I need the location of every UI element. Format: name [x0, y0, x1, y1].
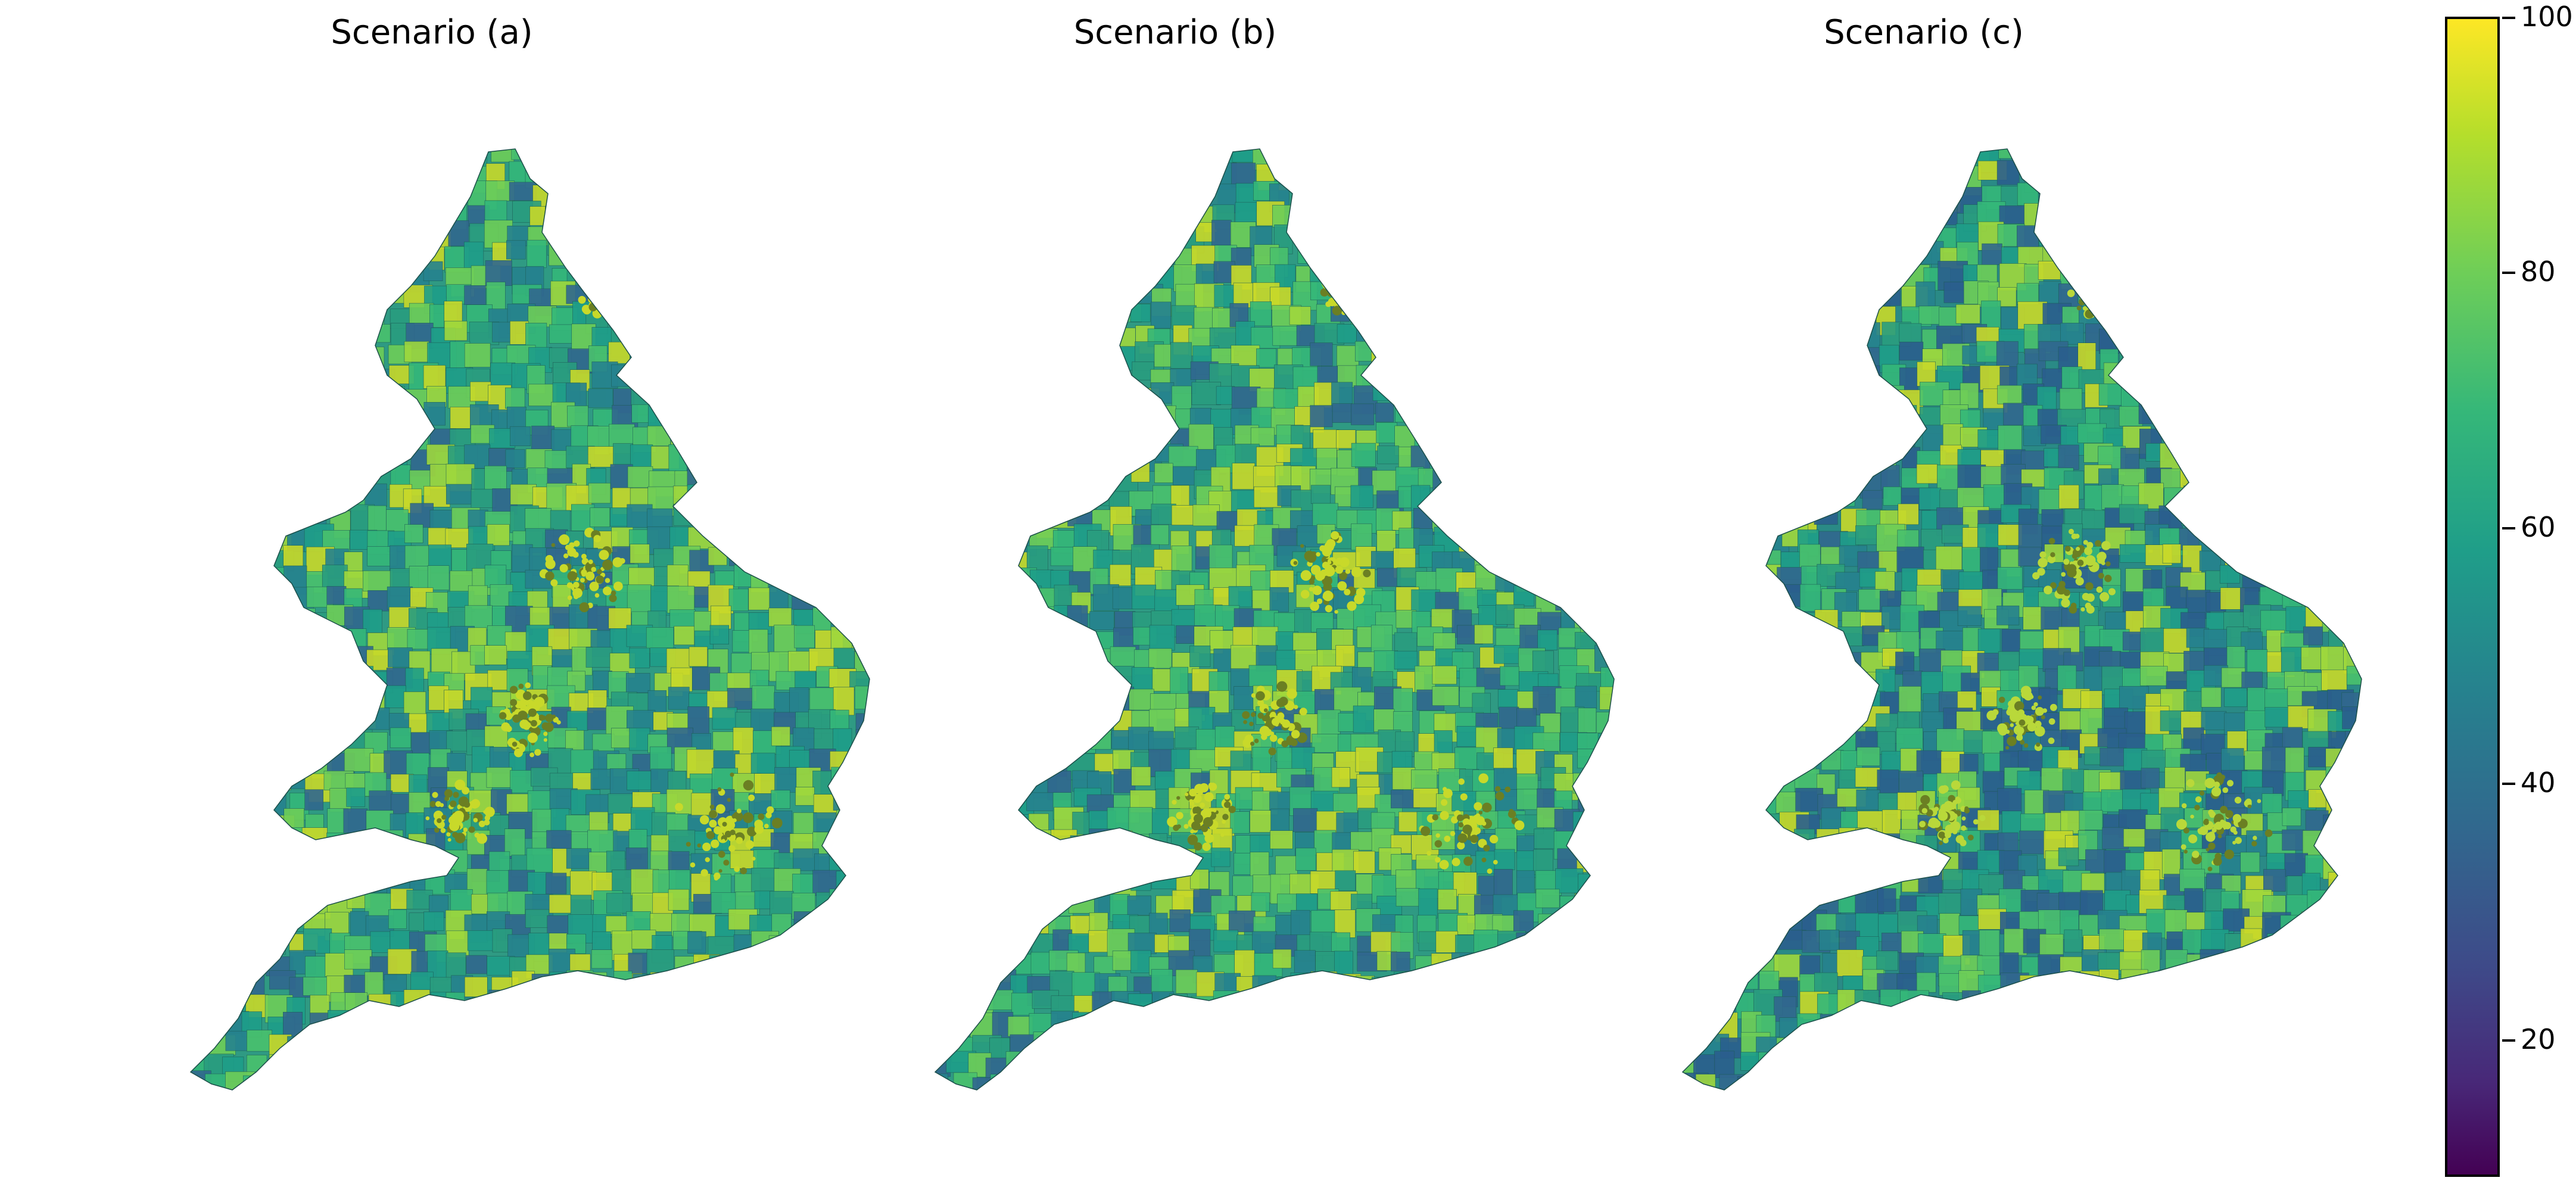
colorbar-tick	[2502, 17, 2515, 19]
panel-title-c: Scenario (c)	[1824, 13, 2024, 52]
region-mosaic	[1683, 149, 2362, 1090]
colorbar-tick-label: 100	[2521, 1, 2573, 33]
colorbar	[2445, 17, 2500, 1177]
england-wales-map-c	[1681, 148, 2362, 1091]
england-wales-map-b	[934, 148, 1615, 1091]
colorbar-tick	[2502, 783, 2515, 785]
colorbar-tick	[2502, 272, 2515, 274]
coastline	[1681, 148, 2362, 1091]
coastline	[934, 148, 1615, 1091]
colorbar-tick-label: 20	[2521, 1023, 2556, 1055]
map-scenario-b	[822, 95, 1632, 1108]
colorbar-tick	[2502, 1039, 2515, 1042]
map-scenario-c	[1569, 95, 2379, 1108]
colorbar-tick-label: 60	[2521, 511, 2556, 543]
panel-title-b: Scenario (b)	[1073, 13, 1277, 52]
colorbar-tick-label: 40	[2521, 767, 2556, 799]
map-scenario-a	[77, 95, 887, 1108]
colorbar-tick	[2502, 527, 2515, 529]
england-wales-map-a	[189, 148, 870, 1091]
panel-title-a: Scenario (a)	[331, 13, 533, 52]
region-mosaic	[191, 149, 870, 1090]
coastline	[189, 148, 870, 1091]
region-mosaic	[935, 149, 1614, 1090]
colorbar-tick-label: 80	[2521, 256, 2556, 288]
